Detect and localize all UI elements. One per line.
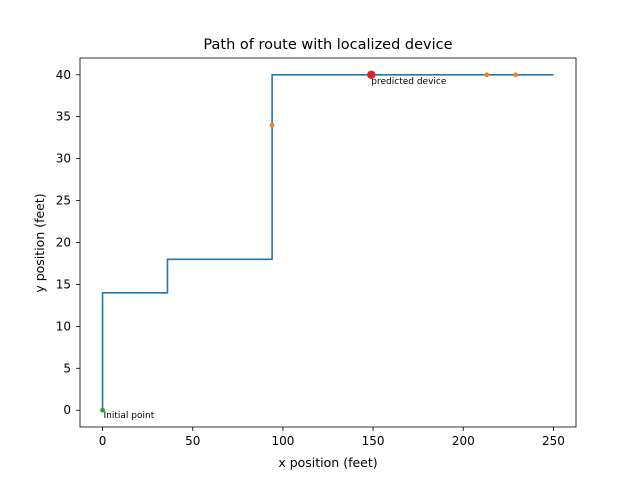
initial-point-label: Initial point (104, 411, 155, 421)
predicted-device-label: predicted device (371, 77, 447, 87)
chart-title: Path of route with localized device (203, 37, 452, 53)
sample-point (484, 72, 490, 78)
y-tick-label: 35 (56, 110, 71, 124)
x-tick-label: 0 (99, 434, 107, 448)
y-tick-label: 25 (56, 194, 71, 208)
sample-point (513, 72, 518, 78)
y-tick-label: 40 (56, 68, 71, 82)
x-tick-label: 200 (452, 434, 475, 448)
y-tick-label: 20 (56, 236, 71, 250)
y-tick-label: 30 (56, 152, 71, 166)
y-tick-label: 5 (63, 361, 71, 375)
x-tick-label: 250 (542, 434, 565, 448)
route-line (101, 73, 554, 411)
x-axis-label: x position (feet) (278, 455, 377, 470)
x-tick-label: 50 (185, 434, 200, 448)
y-tick-label: 15 (56, 277, 71, 291)
y-tick-label: 0 (63, 403, 71, 417)
x-tick-label: 150 (362, 434, 385, 448)
plot-area: Initial point predicted device (100, 70, 554, 421)
axis-ticks: 0 50 100 150 200 250 0 5 10 15 20 25 30 35 40 (56, 68, 565, 448)
axes-frame (79, 57, 577, 428)
initial-point-marker (100, 407, 105, 413)
predicted-device-marker (367, 70, 376, 79)
x-tick-label: 100 (271, 434, 294, 448)
y-axis-label: y position (feet) (32, 193, 47, 292)
y-tick-label: 10 (56, 319, 71, 333)
sample-point (269, 122, 275, 128)
